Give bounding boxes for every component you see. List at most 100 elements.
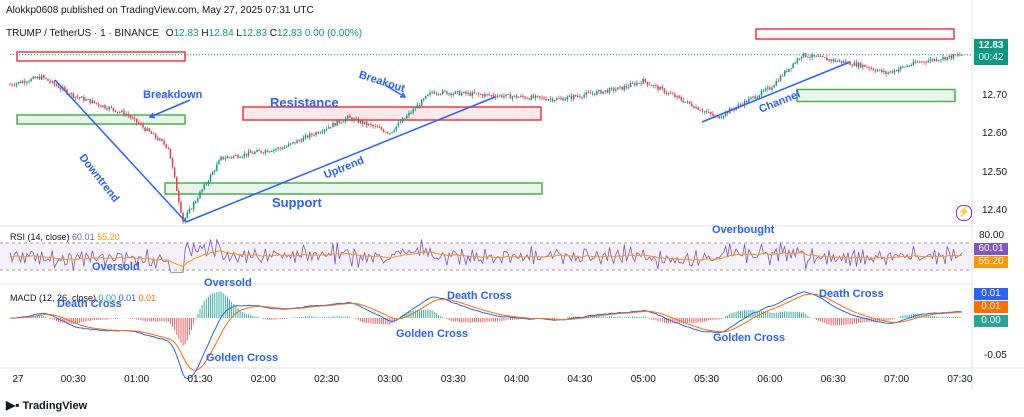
candle-body: [707, 112, 710, 113]
candle-body: [406, 115, 408, 119]
candle-body: [900, 66, 902, 70]
x-tick: 04:30: [567, 374, 593, 385]
candle-body: [807, 56, 809, 58]
candle-body: [192, 202, 195, 210]
candle-body: [948, 55, 951, 57]
breakout-arrow: [384, 84, 406, 98]
flash-icon[interactable]: ⚡: [956, 205, 972, 221]
candle-body: [916, 61, 919, 63]
candle-body: [642, 78, 644, 84]
candle-body: [625, 86, 628, 88]
candle-body: [574, 95, 577, 97]
candle-body: [693, 106, 695, 109]
candle-body: [285, 146, 288, 148]
rsi-legend-ma: 55.20: [97, 232, 120, 242]
candle-body: [798, 58, 801, 60]
candle-body: [218, 160, 220, 165]
candle-body: [433, 91, 436, 94]
death-cross-label-2: Death Cross: [447, 290, 512, 302]
candle-body: [374, 126, 376, 128]
x-tick: 01:00: [124, 374, 150, 385]
oversold-label-1: Oversold: [92, 261, 140, 273]
rsi-line: [9, 238, 963, 273]
candle-body: [414, 108, 417, 110]
candle-body: [636, 82, 638, 86]
low-label: L: [236, 28, 242, 39]
symbol-name[interactable]: TRUMP / TetherUS · 1 · BINANCE: [6, 28, 159, 39]
candle-body: [644, 78, 647, 82]
tradingview-footer[interactable]: ▶▪ TradingView: [6, 398, 87, 412]
candle-body: [940, 59, 942, 61]
candle-body: [870, 68, 872, 70]
candle-body: [412, 108, 414, 113]
candle-body: [697, 107, 699, 110]
candle-body: [241, 156, 243, 158]
candle-body: [754, 96, 756, 99]
candle-body: [216, 164, 218, 171]
rsi-legend-label: RSI (14, close): [10, 232, 70, 242]
candle-body: [560, 98, 562, 100]
candle-body: [908, 65, 910, 67]
candle-body: [133, 117, 136, 119]
low-value: 12.83: [241, 28, 268, 39]
candle-body: [889, 71, 891, 73]
candle-body: [448, 93, 450, 95]
candle-body: [482, 94, 484, 97]
candle-body: [596, 91, 598, 95]
candle-body: [650, 85, 653, 86]
candle-body: [214, 170, 216, 172]
candle-body: [957, 54, 959, 56]
candle-body: [243, 153, 246, 157]
candle-body: [543, 97, 545, 100]
candle-body: [838, 60, 841, 62]
candle-body: [45, 77, 47, 79]
candle-body: [760, 90, 763, 96]
candle-body: [205, 183, 208, 185]
candle-body: [220, 156, 222, 161]
candle-body: [737, 104, 739, 108]
candle-body: [686, 101, 689, 103]
candle-body: [851, 65, 853, 66]
top-resistance-box: [16, 51, 186, 62]
candle-body: [648, 84, 651, 86]
candle-body: [140, 123, 142, 125]
candle-body: [446, 91, 448, 95]
candle-body: [435, 93, 438, 95]
candle-body: [330, 127, 332, 128]
breakdown-arrow-head: [148, 112, 156, 119]
candle-body: [781, 75, 784, 77]
candle-body: [688, 101, 691, 104]
candle-body: [526, 98, 528, 100]
candle-body: [756, 97, 758, 99]
candle-body: [359, 120, 362, 123]
candle-body: [81, 96, 83, 98]
candle-body: [328, 127, 330, 129]
candle-body: [566, 96, 569, 100]
candle-body: [91, 100, 94, 104]
publisher-line: Alokkp0608 published on TradingView.com,…: [6, 5, 314, 16]
candle-body: [17, 81, 20, 84]
candle-body: [408, 112, 410, 116]
channel-line: [701, 61, 851, 123]
candle-body: [441, 90, 444, 94]
candle-body: [655, 85, 657, 86]
candle-body: [30, 78, 32, 82]
candle-body: [959, 54, 961, 56]
candle-body: [640, 82, 642, 84]
candle-body: [131, 117, 134, 119]
candle-body: [515, 95, 518, 98]
candle-body: [815, 55, 818, 57]
candle-body: [492, 94, 495, 97]
candle-body: [452, 93, 455, 96]
high-value: 12.84: [208, 28, 234, 39]
candle-body: [942, 57, 944, 60]
candle-body: [119, 111, 121, 113]
candle-body: [773, 85, 775, 88]
candle-body: [520, 95, 522, 97]
candle-body: [281, 148, 284, 149]
candle-body: [661, 87, 663, 89]
candle-body: [739, 104, 742, 106]
candle-body: [621, 86, 623, 90]
candle-body: [319, 132, 322, 134]
